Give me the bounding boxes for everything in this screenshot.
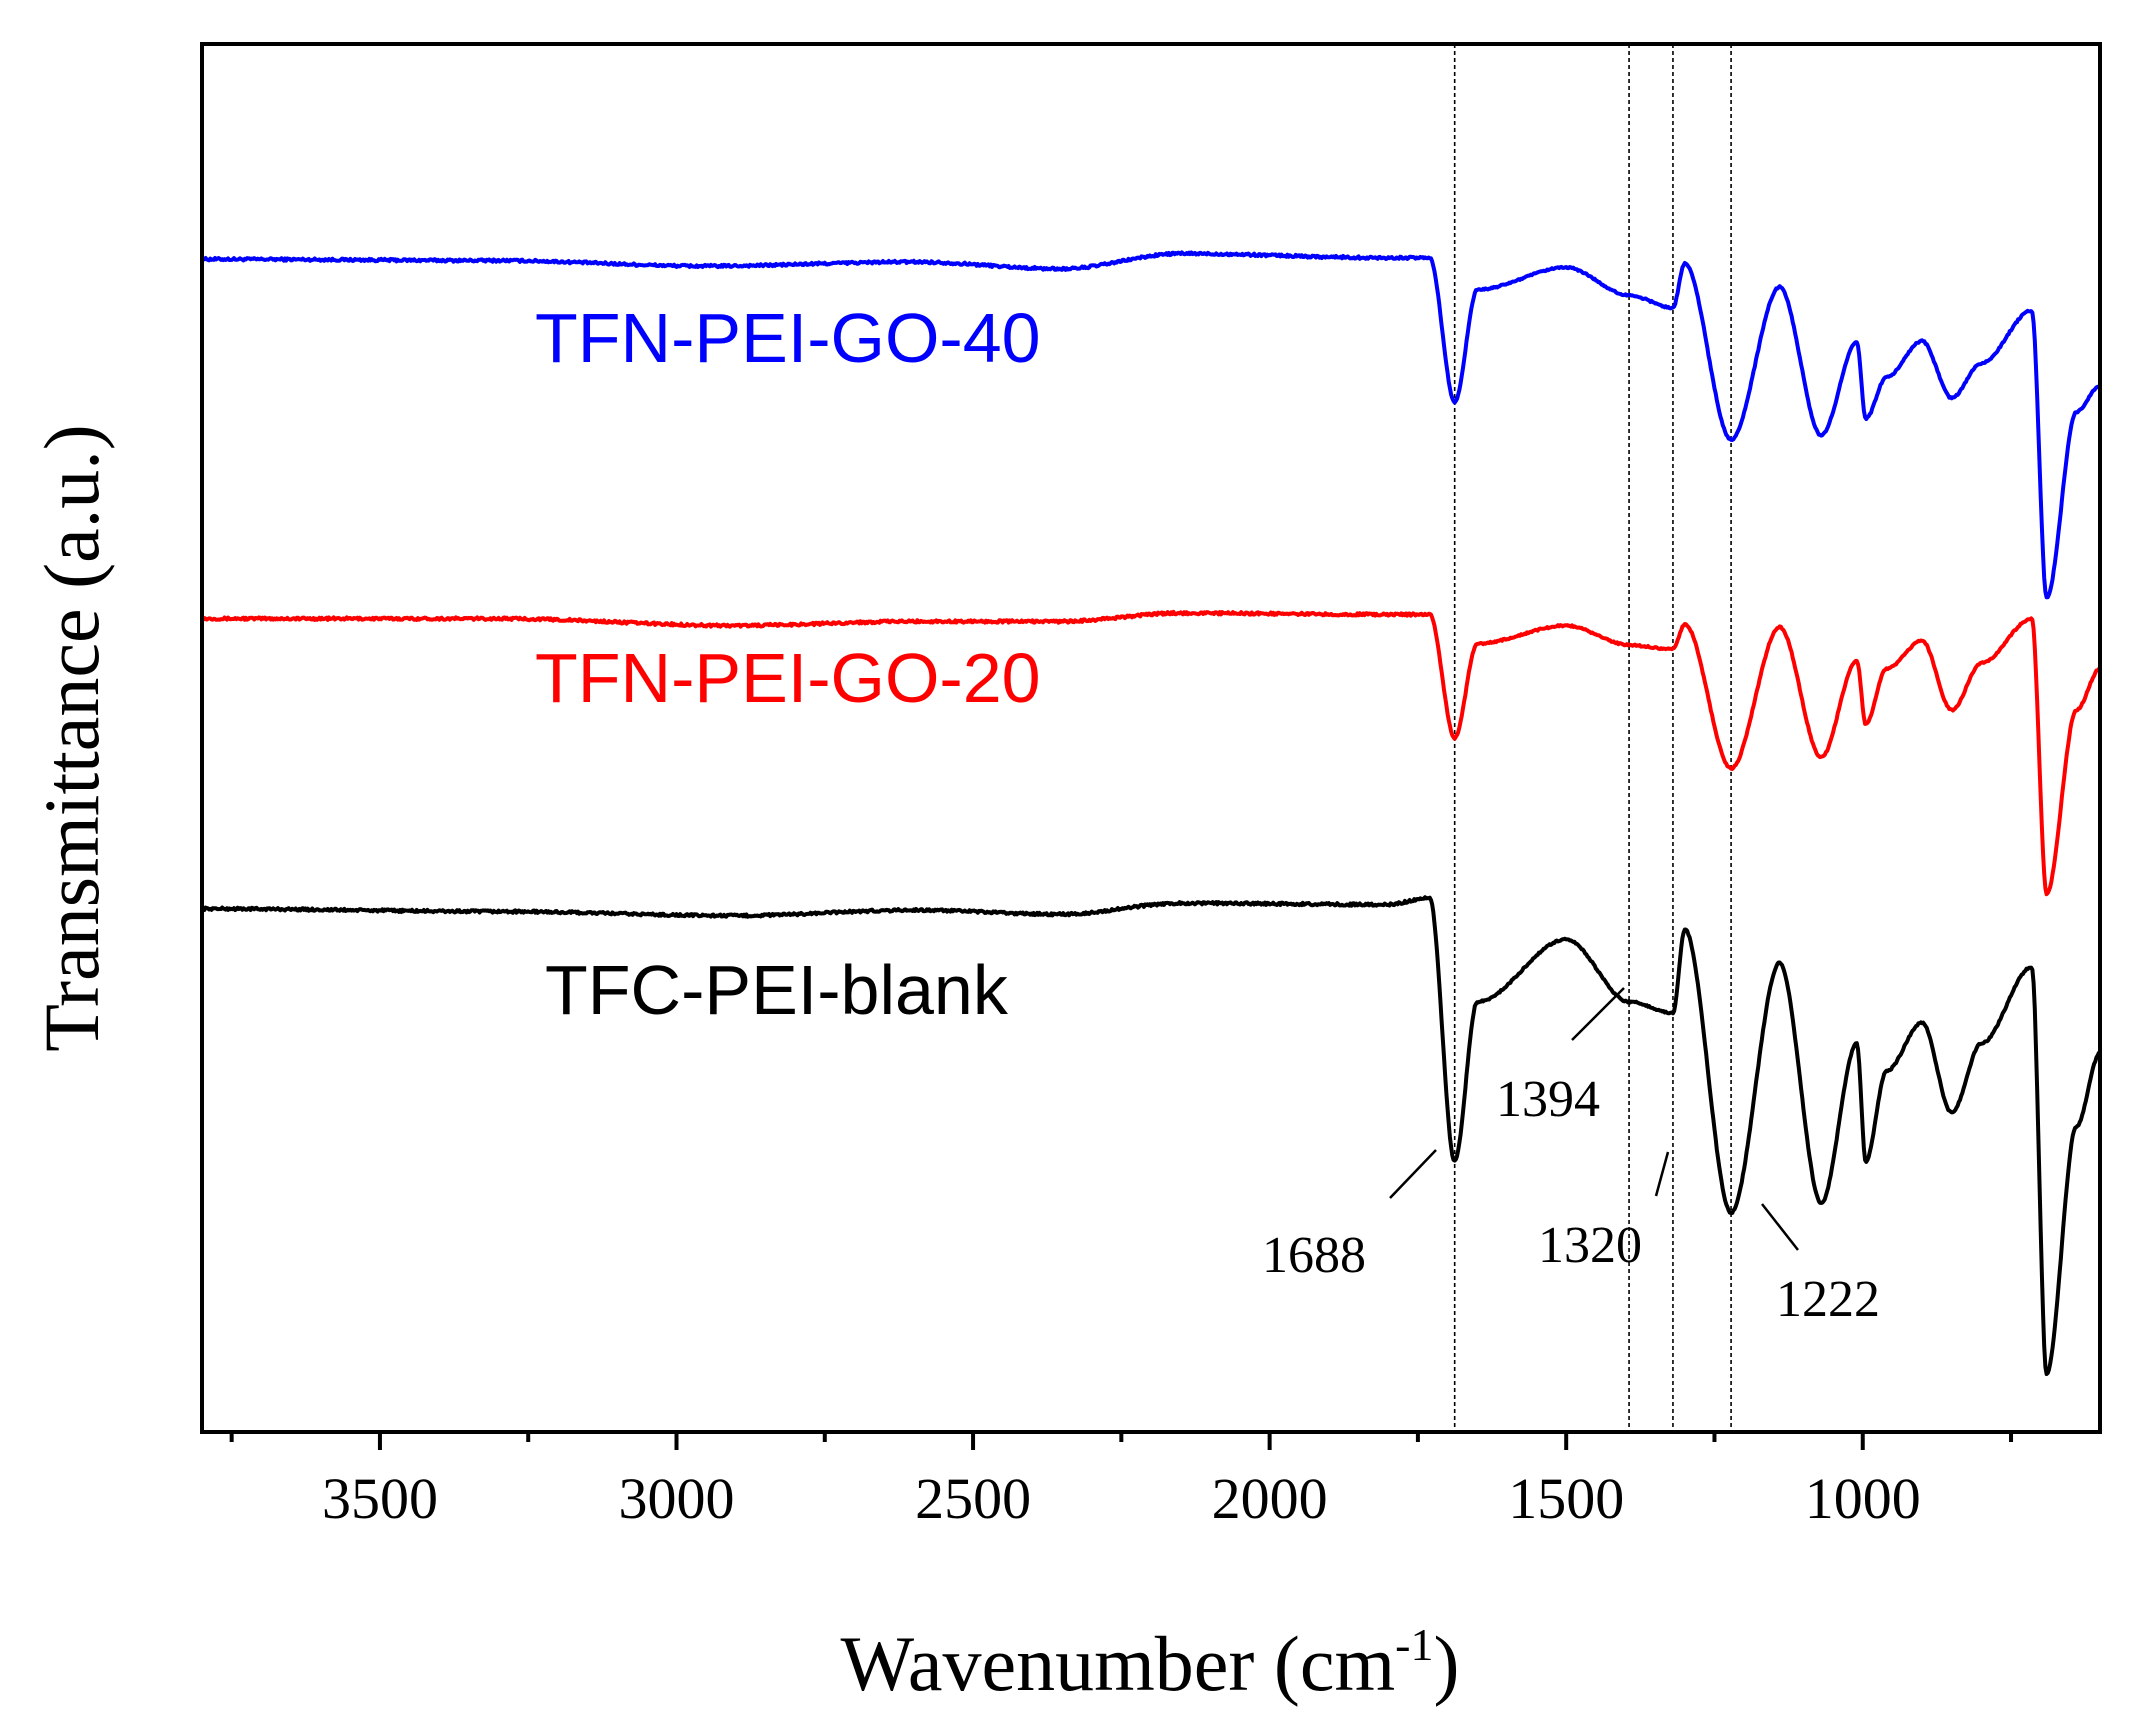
x-tick-label-1500: 1500 [1508, 1466, 1624, 1531]
x-axis-title-sup: -1 [1395, 1619, 1433, 1670]
x-tick-label-1000: 1000 [1805, 1466, 1921, 1531]
series-line-tfn-pei-go-20 [201, 609, 2101, 897]
x-axis-ticks [229, 1432, 2014, 1450]
peak-label-1394: 1394 [1496, 1071, 1600, 1128]
peak-label-1222: 1222 [1776, 1271, 1880, 1328]
series-label-tfn-pei-go-40: TFN-PEI-GO-40 [535, 299, 1041, 377]
x-tick-label-3000: 3000 [619, 1466, 735, 1531]
peak-label-1320: 1320 [1538, 1217, 1642, 1274]
x-tick-label-2500: 2500 [915, 1466, 1031, 1531]
x-axis-title: Wavenumber (cm-1) [841, 1619, 1460, 1707]
peak-leader-1394 [1571, 987, 1625, 1041]
x-tick-label-2000: 2000 [1212, 1466, 1328, 1531]
peak-leader-1320 [1654, 1151, 1670, 1197]
peak-annotations: 1688 1394 1320 1222 [1262, 987, 1880, 1328]
series-label-tfn-pei-go-20: TFN-PEI-GO-20 [535, 639, 1041, 717]
x-tick-label-3500: 3500 [322, 1466, 438, 1531]
series-group [200, 250, 2102, 1376]
x-axis-title-main: Wavenumber (cm [841, 1620, 1396, 1707]
peak-leader-1688 [1389, 1149, 1437, 1199]
y-axis-title: Transmittance (a.u.) [28, 424, 115, 1051]
x-axis-tick-labels: 3500 3000 2500 2000 1500 1000 [322, 1466, 1921, 1531]
x-axis-title-close: ) [1434, 1620, 1460, 1707]
series-line-tfc-pei-blank [200, 895, 2102, 1376]
peak-label-1688: 1688 [1262, 1227, 1366, 1284]
plot-frame [200, 42, 2102, 1434]
series-line-tfn-pei-go-40 [200, 250, 2102, 600]
peak-leader-1222 [1761, 1203, 1799, 1251]
series-label-tfc-pei-blank: TFC-PEI-blank [545, 951, 1009, 1029]
series-labels: TFN-PEI-GO-40 TFN-PEI-GO-20 TFC-PEI-blan… [535, 299, 1041, 1029]
